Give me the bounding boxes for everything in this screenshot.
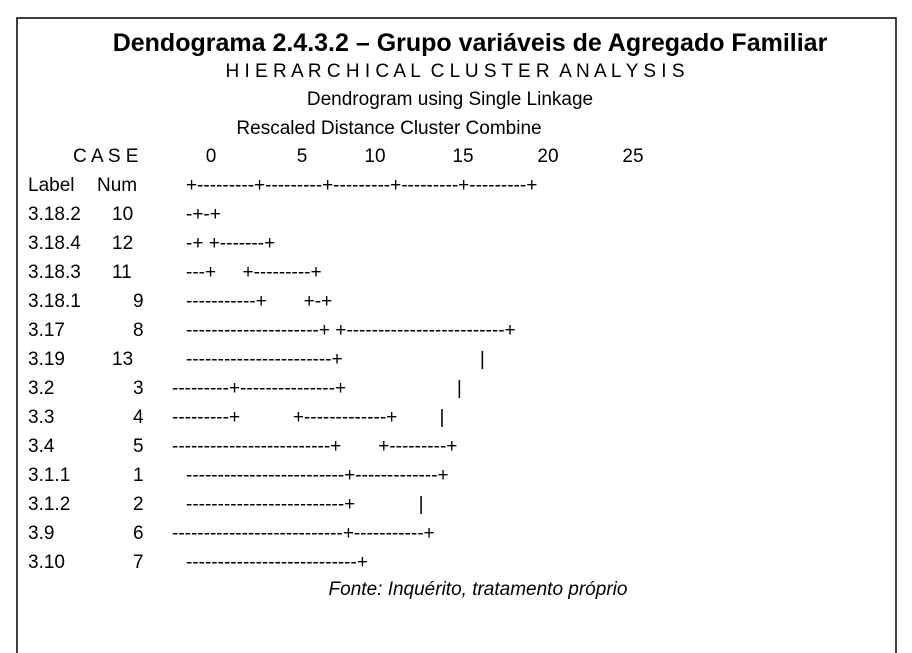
case-num: 8 <box>133 320 144 341</box>
case-label: 3.19 <box>28 349 65 370</box>
case-label: 3.1.2 <box>28 494 70 515</box>
scale-number: 25 <box>622 146 643 167</box>
case-num: 11 <box>112 262 132 283</box>
num-header: Num <box>97 175 137 196</box>
dendrogram-branch: ---------------------------+ <box>186 552 368 573</box>
scale-number: 5 <box>297 146 308 167</box>
case-label: 3.3 <box>28 407 54 428</box>
dendrogram-branch: -------------------------+ | <box>186 494 424 515</box>
dendrogram-branch: ---------+---------------+ | <box>172 378 462 399</box>
dendrogram-branch: -+ +-------+ <box>186 233 275 254</box>
case-label: 3.10 <box>28 552 65 573</box>
case-label: 3.18.4 <box>28 233 81 254</box>
scale-number: 20 <box>537 146 558 167</box>
method: Dendrogram using Single Linkage <box>307 89 593 110</box>
dendrogram-branch: ---+ +---------+ <box>186 262 322 283</box>
case-num: 4 <box>133 407 144 428</box>
case-num: 6 <box>133 523 144 544</box>
case-num: 2 <box>133 494 144 515</box>
scale-number: 15 <box>452 146 473 167</box>
case-label: 3.18.3 <box>28 262 81 283</box>
case-label: 3.9 <box>28 523 54 544</box>
scale-number: 10 <box>364 146 385 167</box>
case-num: 9 <box>133 291 144 312</box>
dendrogram-branch: ---------------------------+-----------+ <box>172 523 435 544</box>
case-num: 3 <box>133 378 144 399</box>
dendrogram-branch: -------------------------+-------------+ <box>186 465 449 486</box>
case-num: 1 <box>133 465 144 486</box>
subtitle: H I E R A R C H I C A L C L U S T E R A … <box>225 61 684 82</box>
dendrogram-branch: -----------------------+ | <box>186 349 485 370</box>
source: Fonte: Inquérito, tratamento próprio <box>329 579 628 600</box>
case-header: C A S E <box>73 146 138 167</box>
dendrogram-branch: -----------+ +-+ <box>186 291 332 312</box>
title: Dendograma 2.4.3.2 – Grupo variáveis de … <box>113 29 828 57</box>
case-num: 7 <box>133 552 144 573</box>
label-header: Label <box>28 175 75 196</box>
case-label: 3.18.2 <box>28 204 81 225</box>
case-num: 5 <box>133 436 144 457</box>
case-num: 13 <box>112 349 133 370</box>
case-label: 3.4 <box>28 436 55 457</box>
frame <box>16 17 897 653</box>
case-label: 3.1.1 <box>28 465 70 486</box>
scale-number: 0 <box>206 146 217 167</box>
dendrogram-branch: ---------+ +-------------+ | <box>172 407 444 428</box>
dendrogram-branch: ---------------------+ +----------------… <box>186 320 516 341</box>
scale-title: Rescaled Distance Cluster Combine <box>236 118 541 139</box>
case-label: 3.2 <box>28 378 54 399</box>
case-label: 3.17 <box>28 320 65 341</box>
dendrogram-branch: -------------------------+ +---------+ <box>172 436 457 457</box>
dendrogram-branch: -+-+ <box>186 204 221 225</box>
case-num: 10 <box>112 204 133 225</box>
scale-rule: +---------+---------+---------+---------… <box>186 175 537 196</box>
case-label: 3.18.1 <box>28 291 81 312</box>
case-num: 12 <box>112 233 133 254</box>
